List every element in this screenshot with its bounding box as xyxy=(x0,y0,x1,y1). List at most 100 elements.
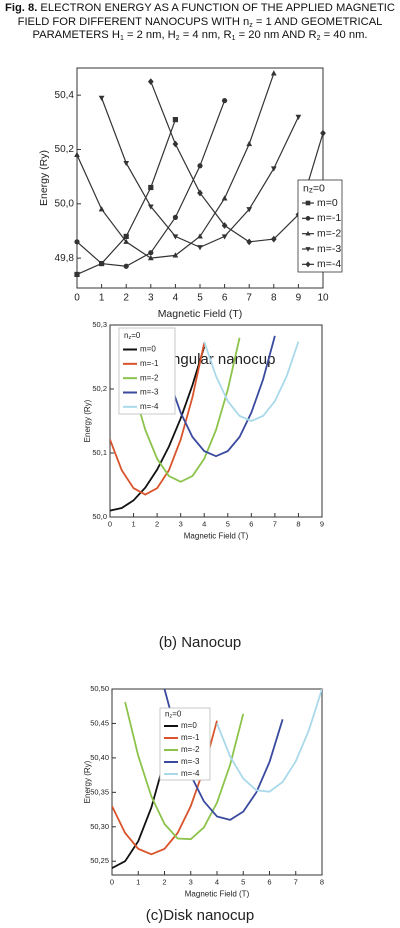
x-tick-label: 4 xyxy=(173,293,179,304)
series-line xyxy=(156,335,276,458)
series-line xyxy=(110,342,206,496)
point xyxy=(221,195,228,201)
caption-text: = 20 nm AND R xyxy=(235,29,317,41)
plot-frame xyxy=(76,67,324,289)
point xyxy=(123,160,130,167)
series-line xyxy=(112,720,218,856)
legend-title-part: z xyxy=(128,335,131,341)
x-tick-label: 3 xyxy=(189,877,193,886)
legend-label: m=-3 xyxy=(140,388,159,397)
legend-marker xyxy=(305,200,311,206)
legend-label: m=0 xyxy=(317,197,338,209)
point xyxy=(172,117,178,123)
point xyxy=(222,97,228,104)
caption-text: = 4 nm, R xyxy=(179,29,232,41)
legend-label: m=-1 xyxy=(140,359,159,368)
point xyxy=(123,233,129,239)
point xyxy=(320,129,326,137)
series-line xyxy=(203,341,300,422)
y-tick-label: 50,35 xyxy=(90,787,109,796)
series-line xyxy=(77,100,226,267)
series-line xyxy=(77,119,176,275)
x-tick-label: 2 xyxy=(155,519,159,528)
point xyxy=(172,140,179,148)
legend-label: m=-2 xyxy=(181,745,200,754)
x-tick-label: 4 xyxy=(202,519,206,528)
series-line xyxy=(112,760,166,869)
y-tick-label: 50,30 xyxy=(90,822,109,831)
x-tick-label: 6 xyxy=(249,519,253,528)
caption-text: ELECTRON ENERGY AS A FUNCTION OF THE APP… xyxy=(17,2,395,28)
y-tick-label: 50,3 xyxy=(92,320,107,329)
chart-caption: (c)Disk nanocup xyxy=(146,907,254,924)
legend-marker xyxy=(305,261,311,268)
legend-label: m=0 xyxy=(140,345,156,354)
legend-title: nz=0 xyxy=(124,331,141,341)
point xyxy=(123,263,129,269)
point xyxy=(74,151,80,157)
x-tick-label: 3 xyxy=(148,293,154,304)
point xyxy=(74,239,80,245)
y-tick-label: 50,50 xyxy=(90,684,109,693)
legend-label: m=-2 xyxy=(140,373,159,382)
point xyxy=(221,222,228,229)
legend-title-part: =0 xyxy=(172,710,182,719)
x-tick-label: 1 xyxy=(136,877,140,886)
x-axis-label: Magnetic Field (T) xyxy=(184,532,249,541)
legend-marker xyxy=(305,230,311,236)
y-tick-label: 50,0 xyxy=(55,198,75,209)
legend-title-part: n xyxy=(303,182,309,194)
point xyxy=(99,260,105,267)
legend-title-part: =0 xyxy=(313,182,325,194)
legend-label: m=-3 xyxy=(181,757,200,766)
x-tick-label: 0 xyxy=(108,519,112,528)
point xyxy=(270,70,277,76)
legend-title-part: z xyxy=(169,714,172,720)
series-line xyxy=(150,81,323,243)
caption-sub: 2 xyxy=(316,35,321,42)
point xyxy=(74,271,80,278)
x-tick-label: 1 xyxy=(131,519,135,528)
caption-sub: 1 xyxy=(119,35,124,42)
caption-sub: 1 xyxy=(231,35,236,42)
point xyxy=(172,214,178,220)
x-tick-label: 6 xyxy=(222,293,228,304)
x-tick-label: 8 xyxy=(320,877,324,886)
point xyxy=(98,95,105,101)
x-tick-label: 5 xyxy=(197,293,203,304)
x-tick-label: 1 xyxy=(99,293,105,304)
legend-label: m=-1 xyxy=(317,212,341,224)
point xyxy=(246,140,253,147)
y-axis-label: Energy (Ry) xyxy=(83,399,92,442)
x-tick-label: 8 xyxy=(296,519,300,528)
legend-label: m=-4 xyxy=(317,258,341,270)
x-tick-label: 0 xyxy=(74,293,80,304)
legend-label: m=-4 xyxy=(181,769,200,778)
x-tick-label: 8 xyxy=(271,293,277,304)
x-tick-label: 2 xyxy=(123,293,129,304)
y-tick-label: 50,0 xyxy=(92,512,107,521)
caption-label: Fig. 8. xyxy=(5,2,38,14)
point xyxy=(246,238,253,246)
chart-caption: (b) Nanocup xyxy=(159,634,242,651)
y-tick-label: 50,40 xyxy=(90,753,109,762)
legend-label: m=-1 xyxy=(181,733,200,742)
y-axis-label: Energy (Ry) xyxy=(83,760,92,803)
plot-frame xyxy=(109,324,323,518)
x-axis-label: Magnetic Field (T) xyxy=(185,890,250,899)
point xyxy=(147,78,154,85)
figure-caption: Fig. 8. ELECTRON ENERGY AS A FUNCTION OF… xyxy=(4,2,396,43)
series-line xyxy=(120,337,241,483)
y-tick-label: 50,2 xyxy=(92,384,107,393)
y-axis-label: Energy (Ry) xyxy=(38,150,50,206)
legend-title-part: n xyxy=(165,710,169,719)
legend-label: m=-3 xyxy=(317,243,341,255)
x-tick-label: 6 xyxy=(267,877,271,886)
series-line xyxy=(77,73,275,259)
legend-label: m=0 xyxy=(181,721,197,730)
x-tick-label: 7 xyxy=(246,293,252,304)
legend-title: nz=0 xyxy=(165,710,182,720)
point xyxy=(172,252,179,258)
